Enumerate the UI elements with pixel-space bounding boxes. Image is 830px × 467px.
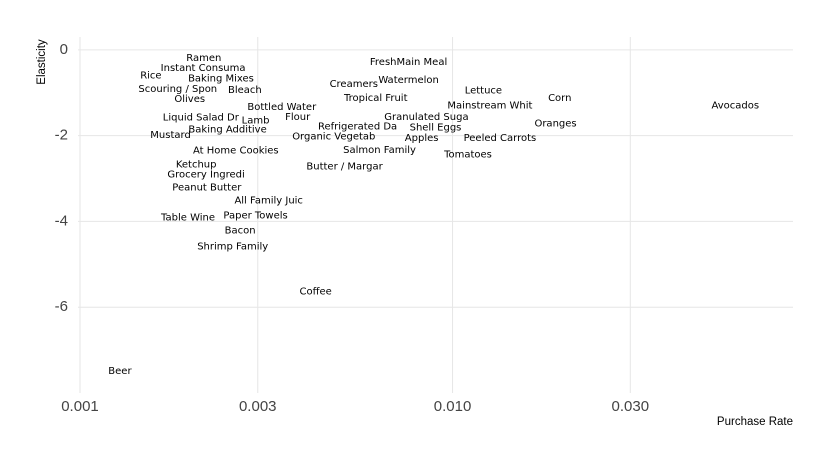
x-tick-label: 0.001 — [61, 398, 99, 415]
point-label: Lettuce — [465, 86, 502, 97]
point-label: Creamers — [330, 79, 378, 90]
point-label: All Family Juic — [234, 195, 303, 206]
point-label: At Home Cookies — [193, 146, 279, 157]
point-label: Bottled Water — [247, 102, 317, 113]
point-label: Bleach — [228, 85, 262, 96]
point-label: Oranges — [534, 119, 576, 130]
point-label: Peeled Carrots — [464, 133, 537, 144]
point-label: Coffee — [299, 286, 331, 297]
point-label: Baking Additive — [188, 125, 266, 136]
point-label: Liquid Salad Dr — [163, 113, 240, 124]
point-label: Grocery Ingredi — [167, 170, 244, 181]
point-label: Instant Consuma — [161, 63, 246, 74]
point-label: Granulated Suga — [384, 112, 468, 123]
point-label: Tomatoes — [443, 150, 492, 161]
point-label: Scouring / Spon — [138, 84, 217, 95]
y-tick-label: -4 — [55, 212, 68, 229]
point-label: Beer — [108, 366, 132, 377]
point-label: Peanut Butter — [172, 183, 242, 194]
point-label: Butter / Margar — [306, 162, 383, 173]
point-label: Watermelon — [378, 75, 439, 86]
point-label: Bacon — [225, 225, 256, 236]
point-label: FreshMain Meal — [370, 57, 447, 68]
point-label: Mustard — [150, 130, 191, 141]
point-label: Olives — [174, 94, 205, 105]
point-label: Salmon Family — [343, 145, 416, 156]
point-label: Corn — [548, 93, 571, 104]
point-label: Baking Mixes — [188, 74, 254, 85]
point-label: Organic Vegetab — [292, 132, 375, 143]
x-tick-label: 0.003 — [239, 398, 277, 415]
point-label: Mainstream Whit — [447, 101, 532, 112]
point-label: Table Wine — [160, 213, 215, 224]
point-label: Lamb — [242, 116, 270, 127]
y-tick-label: -6 — [55, 298, 68, 315]
x-tick-label: 0.030 — [612, 398, 650, 415]
point-label: Tropical Fruit — [343, 93, 408, 104]
y-tick-label: -2 — [55, 127, 68, 144]
point-label: Avocados — [711, 101, 759, 112]
point-label: Ketchup — [176, 159, 217, 170]
point-label: Shell Eggs — [410, 123, 462, 134]
x-tick-label: 0.010 — [434, 398, 472, 415]
point-label: Refrigerated Da — [318, 122, 397, 133]
x-axis-title: Purchase Rate — [717, 416, 793, 428]
point-label: Rice — [140, 71, 161, 82]
point-label: Flour — [285, 112, 311, 123]
y-tick-label: 0 — [60, 41, 68, 58]
point-label: Apples — [405, 133, 439, 144]
point-label: Ramen — [186, 53, 221, 64]
point-label: Shrimp Family — [197, 241, 268, 252]
y-axis-title: Elasticity — [36, 39, 48, 85]
point-label: Paper Towels — [223, 210, 287, 221]
